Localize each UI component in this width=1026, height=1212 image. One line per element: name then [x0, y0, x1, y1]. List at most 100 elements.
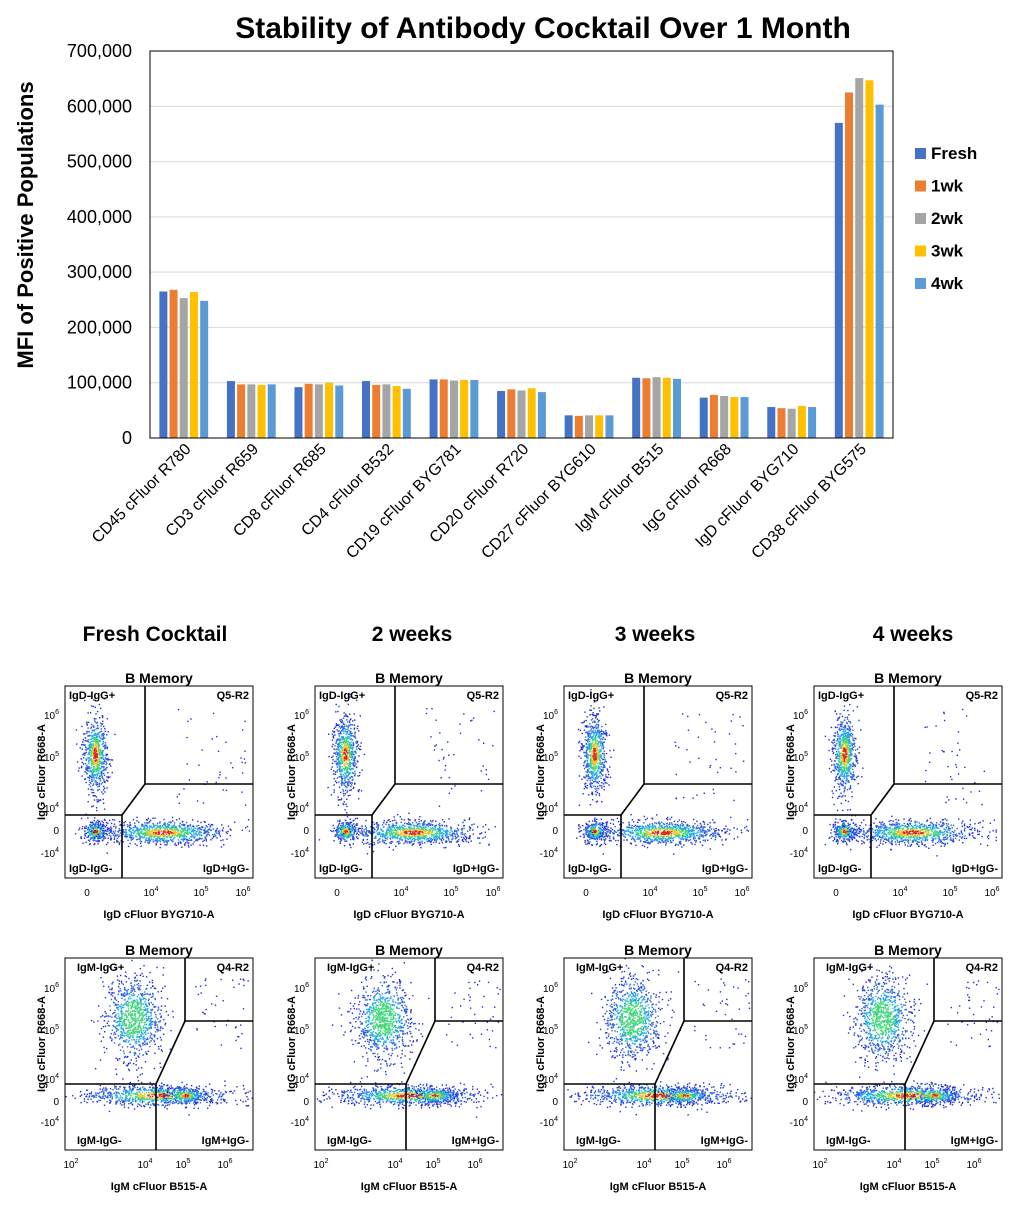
quadrant-label: Q4-R2	[467, 962, 499, 974]
plot-frame	[563, 685, 753, 879]
population-cloud	[401, 1085, 463, 1105]
y-tick: 0	[552, 1097, 558, 1108]
flow-panel-1-3: B Memory IgD-IgG+ Q5-R2 IgD-IgG- IgD+IgG- 106…	[532, 666, 757, 928]
x-tick-label: CD19 cFluor BYG781	[343, 441, 465, 563]
flow-panel-1-4: B Memory IgD-IgG+ Q5-R2 IgD-IgG- IgD+IgG- 106…	[782, 666, 1007, 928]
population-cloud	[327, 693, 366, 824]
bar-4wk-11	[875, 104, 884, 439]
population-cloud	[824, 814, 998, 857]
population-cloud	[577, 688, 615, 807]
y-tick: 0	[802, 1097, 808, 1108]
plot-frame	[64, 685, 254, 879]
y-axis-label: IgG cFluor R668-A	[36, 724, 48, 820]
bar-fresh-9	[699, 397, 708, 438]
panel-title: B Memory	[624, 670, 692, 686]
x-tick: 104	[143, 886, 158, 899]
y-tick: 0	[53, 826, 59, 837]
bar-2wk-5	[449, 380, 458, 438]
population-cloud	[588, 958, 682, 1083]
legend: Fresh 1wk 2wk 3wk 4wk	[915, 144, 977, 293]
legend-swatch-1wk	[915, 180, 926, 192]
bar-3wk-2	[257, 384, 266, 438]
gate-diagonal	[654, 1020, 685, 1085]
y-tick: 106	[793, 709, 808, 722]
quadrant-label: Q5-R2	[966, 690, 998, 702]
quadrant-label: IgM-IgG+	[576, 962, 623, 974]
x-tick: 0	[833, 888, 839, 899]
bar-3wk-3	[325, 382, 334, 438]
plot-frame	[314, 957, 504, 1151]
bar-1wk-11	[845, 92, 854, 438]
quadrant-label: IgD-IgG+	[568, 690, 614, 702]
panel-title: B Memory	[624, 942, 692, 958]
x-tick: 106	[217, 1158, 232, 1171]
quadrant-label: IgM-IgG-	[826, 1135, 871, 1147]
y-axis-label: MFI of Positive Populations	[13, 81, 38, 368]
y-tick: -104	[790, 847, 808, 860]
plot-frame	[813, 685, 1003, 879]
x-tick: 102	[313, 1158, 328, 1171]
quadrant-label: IgD+IgG-	[453, 863, 499, 875]
bar-4wk-3	[335, 385, 344, 438]
legend-swatch-3wk	[915, 245, 926, 257]
x-tick: 105	[674, 1158, 689, 1171]
population-cloud	[65, 1079, 253, 1116]
panel-title: B Memory	[125, 942, 193, 958]
bar-4wk-8	[672, 378, 681, 438]
population-cloud	[578, 813, 750, 855]
x-tick: 0	[84, 888, 90, 899]
x-tick: 104	[892, 886, 907, 899]
bar-1wk-1	[169, 289, 178, 438]
bar-fresh-8	[632, 377, 641, 438]
bar-fresh-4	[362, 381, 371, 438]
y-axis-label: IgG cFluor R668-A	[785, 724, 797, 820]
y-axis-label: IgG cFluor R668-A	[286, 996, 298, 1092]
y-tick: 0	[53, 1097, 59, 1108]
plot-frame	[64, 957, 254, 1151]
bar-2wk-8	[652, 377, 661, 438]
y-tick-label: 600,000	[67, 96, 132, 116]
gate-diagonal	[371, 783, 396, 816]
chart-title: Stability of Antibody Cocktail Over 1 Mo…	[235, 12, 851, 45]
x-tick: 102	[812, 1158, 827, 1171]
bar-4wk-6	[537, 392, 546, 438]
quadrant-label: IgD+IgG-	[203, 863, 249, 875]
y-tick: 106	[543, 982, 558, 995]
bar-3wk-10	[797, 405, 806, 438]
bar-1wk-6	[507, 389, 516, 438]
population-cloud	[331, 959, 430, 1084]
flow-panel-1-1: B Memory IgD-IgG+ Q5-R2 IgD-IgG- IgD+IgG- 106…	[33, 666, 258, 928]
x-tick: 104	[636, 1158, 651, 1171]
x-tick: 105	[924, 1158, 939, 1171]
quadrant-label: IgD-IgG-	[319, 863, 363, 875]
bar-3wk-4	[392, 386, 401, 438]
x-axis-label: IgM cFluor B515-A	[111, 1181, 208, 1193]
bar-4wk-10	[808, 407, 817, 438]
population-cloud	[909, 1081, 957, 1107]
x-tick: 106	[467, 1158, 482, 1171]
bar-3wk-8	[662, 377, 671, 438]
x-tick-label: CD38 cFluor BYG575	[749, 441, 871, 563]
y-tick: 106	[294, 709, 309, 722]
y-tick: -104	[41, 847, 59, 860]
bar-3wk-1	[189, 292, 198, 438]
x-tick: 105	[425, 1158, 440, 1171]
legend-swatch-2wk	[915, 213, 926, 224]
bar-1wk-5	[439, 379, 448, 438]
bar-2wk-6	[517, 390, 526, 438]
y-axis-label: IgG cFluor R668-A	[535, 996, 547, 1092]
bar-1wk-2	[237, 384, 246, 438]
population-cloud	[156, 1083, 216, 1105]
quadrant-label: Q5-R2	[217, 690, 249, 702]
population-cloud	[656, 1085, 713, 1108]
panel-title: B Memory	[125, 670, 193, 686]
column-title-4-weeks: 4 weeks	[872, 623, 954, 646]
bar-3wk-7	[595, 415, 604, 438]
x-tick: 105	[193, 886, 208, 899]
y-tick-label: 200,000	[67, 317, 132, 337]
y-tick: 0	[303, 826, 309, 837]
bar-fresh-11	[834, 122, 843, 438]
flow-panel-2-2: B Memory IgM-IgG+ Q4-R2 IgM-IgG- IgM+IgG- 106…	[283, 938, 508, 1200]
y-tick-label: 100,000	[67, 373, 132, 393]
